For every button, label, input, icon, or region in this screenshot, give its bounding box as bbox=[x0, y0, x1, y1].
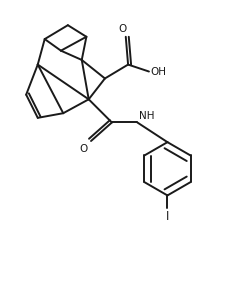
Text: O: O bbox=[79, 144, 88, 155]
Text: I: I bbox=[166, 210, 169, 223]
Text: NH: NH bbox=[138, 111, 154, 121]
Text: O: O bbox=[118, 25, 127, 34]
Text: OH: OH bbox=[150, 67, 166, 76]
